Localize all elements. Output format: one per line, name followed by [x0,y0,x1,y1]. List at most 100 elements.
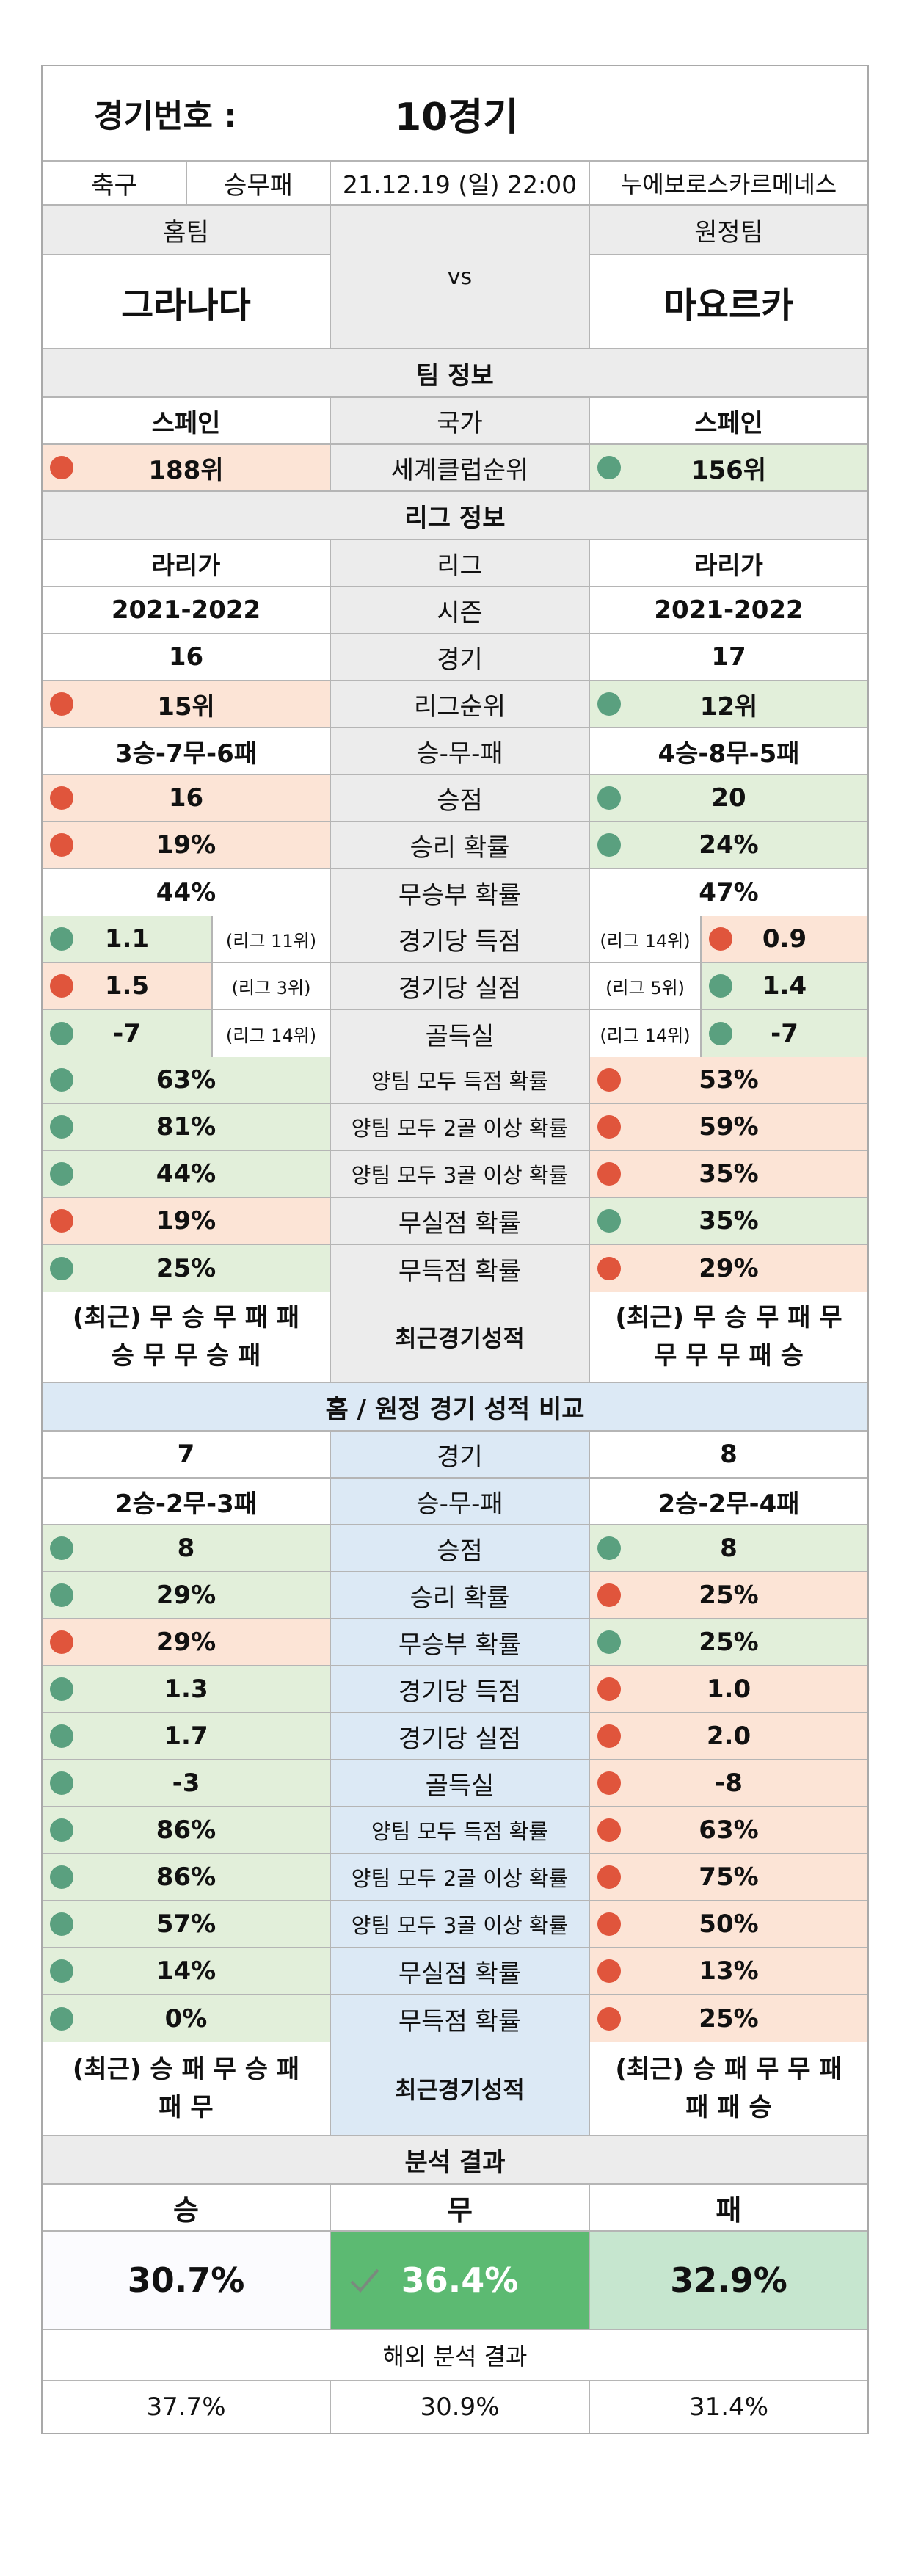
home-value-cell: 29% [43,1619,331,1665]
away-value-cell: 29% [590,1245,867,1292]
away-value-cell: 50% [590,1901,867,1947]
stat-label: 승-무-패 [331,728,590,774]
stat-row: 7 경기 8 [43,1432,867,1479]
stat-row: 14% 무실점 확률 13% [43,1948,867,1995]
home-value: 8 [177,1534,195,1563]
home-value-cell: -3 [43,1760,331,1806]
home-value: -3 [172,1768,200,1798]
status-dot-red [597,1162,621,1186]
home-value: 1.3 [164,1675,208,1704]
home-value: 16 [168,783,204,813]
win-label: 승 [43,2185,331,2230]
recent-label: 최근경기성적 [331,1292,590,1382]
away-value-cell: 17 [590,634,867,680]
home-value: 25% [156,1254,216,1283]
home-value-cell: 86% [43,1807,331,1853]
away-value-cell: 2021-2022 [590,587,867,633]
stat-row: 25% 무득점 확률 29% [43,1245,867,1292]
league-recent-row: (최근) 무 승 무 패 패 승 무 무 승 패 최근경기성적 (최근) 무 승… [43,1292,867,1383]
home-value: 1.1 [104,924,150,954]
home-value-cell: 8 [43,1525,331,1571]
home-value: 19% [156,830,216,860]
rank-stat-row: 1.5 (리그 3위) 경기당 실점 (리그 5위) 1.4 [43,963,867,1010]
stat-row: 86% 양팀 모두 득점 확률 63% [43,1807,867,1854]
status-dot-green [50,1162,73,1186]
away-value-cell: 35% [590,1198,867,1244]
away-value: 63% [699,1815,759,1845]
away-value: 24% [699,830,759,860]
rank-stat-row: 1.1 (리그 11위) 경기당 득점 (리그 14위) 0.9 [43,916,867,963]
home-league-rank: (리그 11위) [213,916,330,962]
stat-label: 리그순위 [331,681,590,727]
away-value: 35% [699,1159,759,1189]
away-value-cell: 13% [590,1948,867,1994]
home-recent-line-1: (최근) 무 승 무 패 패 [72,1303,300,1332]
home-value: 2승-2무-3패 [114,1489,258,1519]
home-value-cell: 1.5 (리그 3위) [43,963,331,1009]
away-value-cell: 25% [590,1995,867,2042]
status-dot-green [597,1209,621,1233]
home-team-label: 홈팀 [43,206,330,255]
home-value-cell: 0% [43,1995,331,2042]
away-value: 53% [699,1065,759,1095]
overseas-title: 해외 분석 결과 [382,2343,528,2370]
home-value: 3승-7무-6패 [114,739,258,769]
home-value-cell: 25% [43,1245,331,1292]
home-away-header: 홈 / 원정 경기 성적 비교 [43,1383,867,1432]
match-info-row: 축구 승무패 21.12.19 (일) 22:00 누에보로스카르메네스 [43,162,867,206]
home-away-recent-row: (최근) 승 패 무 승 패 패 무 최근경기성적 (최근) 승 패 무 무 패… [43,2042,867,2136]
loss-probability: 32.9% [590,2232,867,2329]
away-value: 25% [699,2004,759,2033]
status-dot-red [50,692,73,716]
stat-row: 16 경기 17 [43,634,867,681]
away-ha-recent-line-1: (최근) 승 패 무 무 패 [615,2055,842,2084]
away-value: 8 [720,1440,738,1469]
stat-row: 0% 무득점 확률 25% [43,1995,867,2042]
stat-row: 15위 리그순위 12위 [43,681,867,728]
stat-label: 양팀 모두 득점 확률 [331,1057,590,1103]
away-team-name: 마요르카 [663,285,794,326]
home-value: 81% [156,1112,216,1142]
home-value-cell: 1.3 [43,1666,331,1712]
status-dot-green [50,1771,73,1795]
home-value-cell: 19% [43,822,331,868]
stat-label: 무승부 확률 [331,869,590,916]
status-dot-green [50,1677,73,1701]
away-value: 75% [699,1862,759,1892]
stat-row: 2021-2022 시즌 2021-2022 [43,587,867,634]
status-dot-red [597,2007,621,2031]
draw-probability: 36.4% [401,2260,519,2300]
status-dot-green [50,1536,73,1560]
datetime-cell: 21.12.19 (일) 22:00 [331,162,590,204]
status-dot-green [597,456,621,479]
away-value-cell: 20 [590,775,867,821]
match-analysis-sheet: 경기번호 : 10경기 축구 승무패 21.12.19 (일) 22:00 누에… [41,65,869,2434]
away-value: 25% [699,1581,759,1610]
status-dot-red [597,1724,621,1748]
stat-label: 무득점 확률 [331,1995,590,2042]
stat-row: 19% 승리 확률 24% [43,822,867,869]
stat-row: 44% 무승부 확률 47% [43,869,867,916]
stat-label: 무승부 확률 [331,1619,590,1665]
home-value: 2021-2022 [111,595,261,625]
home-league-rank: (리그 14위) [213,1010,330,1057]
away-value-cell: 8 [590,1525,867,1571]
home-value-cell: 19% [43,1198,331,1244]
away-value: 4승-8무-5패 [658,739,800,769]
stat-label: 양팀 모두 2골 이상 확률 [331,1104,590,1150]
away-value-cell: 1.0 [590,1666,867,1712]
home-recent-line-2: 승 무 무 승 패 [111,1341,261,1371]
status-dot-green [50,1257,73,1280]
away-value: -8 [715,1768,743,1798]
country-row: 스페인 국가 스페인 [43,398,867,445]
vs-label: vs [331,206,590,348]
home-value: 1.7 [164,1721,208,1751]
home-country: 스페인 [43,398,331,443]
away-value: 1.0 [706,1675,751,1704]
status-dot-red [597,1912,621,1936]
home-ha-recent-line-1: (최근) 승 패 무 승 패 [72,2055,300,2084]
status-dot-red [597,1865,621,1889]
away-value-cell: 25% [590,1572,867,1618]
stat-label: 승-무-패 [331,1479,590,1524]
stat-row: 8 승점 8 [43,1525,867,1572]
